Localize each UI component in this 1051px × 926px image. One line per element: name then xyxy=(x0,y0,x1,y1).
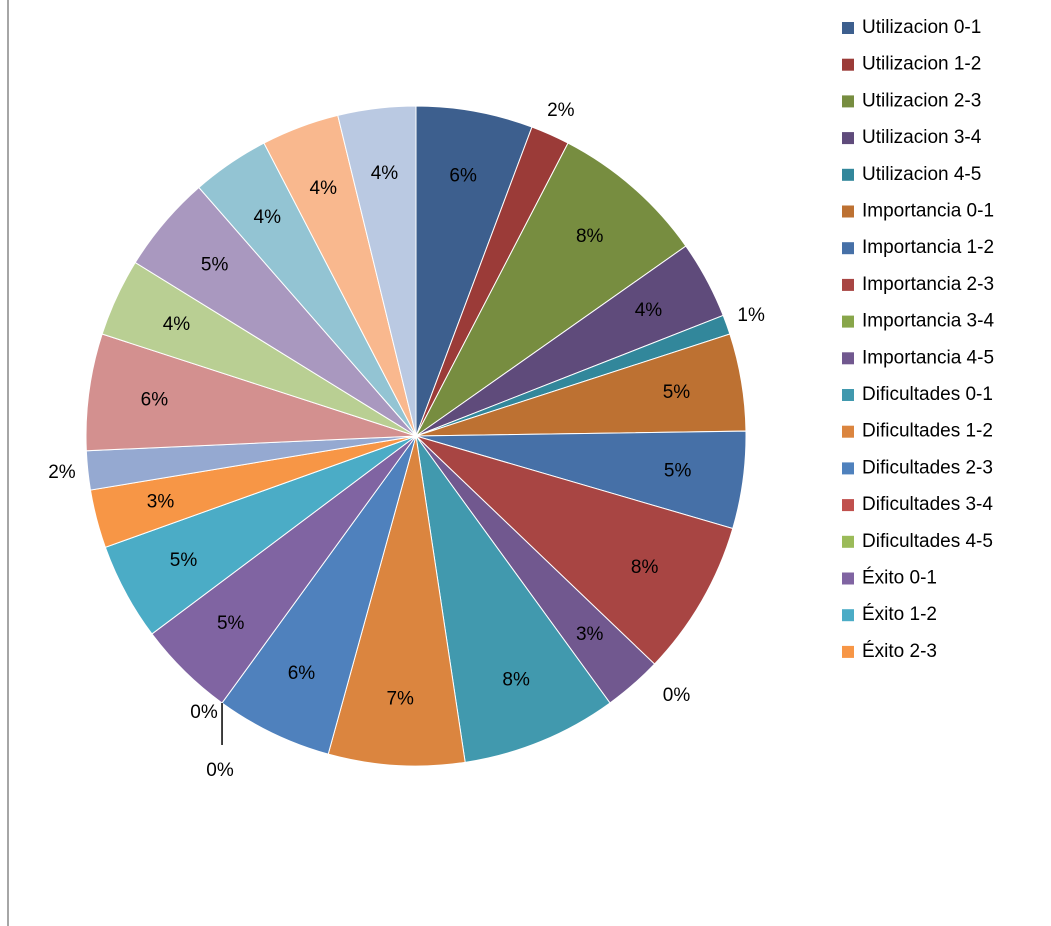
legend-swatch-dificultades-0-1 xyxy=(842,389,854,401)
data-label-slice-20: 4% xyxy=(163,314,191,335)
legend-label-utilizacion-2-3: Utilizacion 2-3 xyxy=(862,90,981,111)
data-label-slice-21: 5% xyxy=(201,254,229,275)
data-label-dificultades-1-2: 7% xyxy=(386,689,414,710)
data-label-utilizacion-0-1: 6% xyxy=(449,165,477,186)
pie-slice-utilizacion-2-3 xyxy=(415,142,687,437)
legend-swatch-utilizacion-2-3 xyxy=(842,95,854,108)
legend-label-dificultades-4-5: Dificultades 4-5 xyxy=(862,531,993,552)
pie-slice-dificultades-1-2 xyxy=(327,435,466,767)
pie-slice-slice-24 xyxy=(337,105,417,437)
pie-slice-importancia-2-3 xyxy=(415,435,734,665)
legend-swatch-utilizacion-4-5 xyxy=(842,168,854,181)
legend-swatch-utilizacion-0-1 xyxy=(842,22,854,34)
legend-label-exito-0-1: Éxito 0-1 xyxy=(862,568,937,589)
legend-swatch-importancia-0-1 xyxy=(842,205,854,218)
pie-slice-dificultades-0-1 xyxy=(415,435,611,763)
legend-label-exito-1-2: Éxito 1-2 xyxy=(862,604,937,625)
data-label-slice-24: 4% xyxy=(371,163,399,184)
legend-swatch-utilizacion-1-2 xyxy=(842,58,854,71)
data-label-importancia-1-2: 5% xyxy=(664,460,692,481)
legend-label-dificultades-2-3: Dificultades 2-3 xyxy=(862,457,993,478)
data-label-importancia-4-5: 3% xyxy=(576,624,604,645)
pie-slices xyxy=(85,105,747,767)
legend-swatch-exito-2-3 xyxy=(842,645,854,658)
legend-swatch-dificultades-3-4 xyxy=(842,499,854,512)
data-label-utilizacion-1-2: 2% xyxy=(547,100,575,121)
legend-swatch-dificultades-4-5 xyxy=(842,535,854,548)
legend-label-dificultades-1-2: Dificultades 1-2 xyxy=(862,421,993,442)
data-label-slice-22: 4% xyxy=(254,207,282,228)
data-label-importancia-0-1: 5% xyxy=(663,382,691,403)
legend-swatch-importancia-4-5 xyxy=(842,352,854,365)
legend-label-importancia-4-5: Importancia 4-5 xyxy=(862,347,994,368)
legend-label-importancia-2-3: Importancia 2-3 xyxy=(862,274,994,295)
legend-label-dificultades-0-1: Dificultades 0-1 xyxy=(862,384,993,405)
data-label-exito-2-3: 3% xyxy=(147,491,175,512)
data-label-importancia-2-3: 8% xyxy=(631,557,659,578)
legend-swatch-exito-0-1 xyxy=(842,572,854,585)
data-label-slice-19: 6% xyxy=(141,390,169,411)
legend-label-utilizacion-1-2: Utilizacion 1-2 xyxy=(862,54,981,75)
legend-swatch-exito-1-2 xyxy=(842,609,854,622)
data-label-exito-0-1: 5% xyxy=(217,613,245,634)
legend-label-utilizacion-4-5: Utilizacion 4-5 xyxy=(862,164,981,185)
legend-swatch-importancia-3-4 xyxy=(842,315,854,328)
legend-label-importancia-0-1: Importancia 0-1 xyxy=(862,201,994,222)
data-label-dificultades-0-1: 8% xyxy=(502,669,530,690)
data-label-dificultades-3-4: 0% xyxy=(190,702,218,723)
legend-swatch-dificultades-1-2 xyxy=(842,425,854,438)
data-label-slice-23: 4% xyxy=(310,178,338,199)
data-label-exito-1-2: 5% xyxy=(170,550,198,571)
data-label-dificultades-4-5: 0% xyxy=(206,760,234,781)
legend-label-exito-2-3: Éxito 2-3 xyxy=(862,641,937,662)
legend: Utilizacion 0-1 Utilizacion 1-2 Utilizacio… xyxy=(842,17,994,662)
data-label-importancia-3-4: 0% xyxy=(663,685,691,706)
legend-swatch-dificultades-2-3 xyxy=(842,462,854,475)
legend-swatch-importancia-2-3 xyxy=(842,278,854,291)
data-label-dificultades-2-3: 6% xyxy=(288,663,316,684)
data-label-utilizacion-2-3: 8% xyxy=(576,226,604,247)
legend-label-utilizacion-0-1: Utilizacion 0-1 xyxy=(862,17,981,38)
data-label-slice-18: 2% xyxy=(48,462,76,483)
slice-labels: 6% 2% 8% 4% 1% 5% 5% 8% 0% 3% 8% 7% 6% 0% 0% 5% 5% 3% 2% 6%… xyxy=(48,100,765,781)
data-label-utilizacion-3-4: 4% xyxy=(635,300,663,321)
legend-label-utilizacion-3-4: Utilizacion 3-4 xyxy=(862,127,982,148)
legend-label-dificultades-3-4: Dificultades 3-4 xyxy=(862,494,993,515)
legend-label-importancia-1-2: Importancia 1-2 xyxy=(862,237,994,258)
data-label-utilizacion-4-5: 1% xyxy=(737,305,765,326)
legend-swatch-importancia-1-2 xyxy=(842,242,854,255)
legend-swatch-utilizacion-3-4 xyxy=(842,132,854,145)
legend-label-importancia-3-4: Importancia 3-4 xyxy=(862,311,994,332)
